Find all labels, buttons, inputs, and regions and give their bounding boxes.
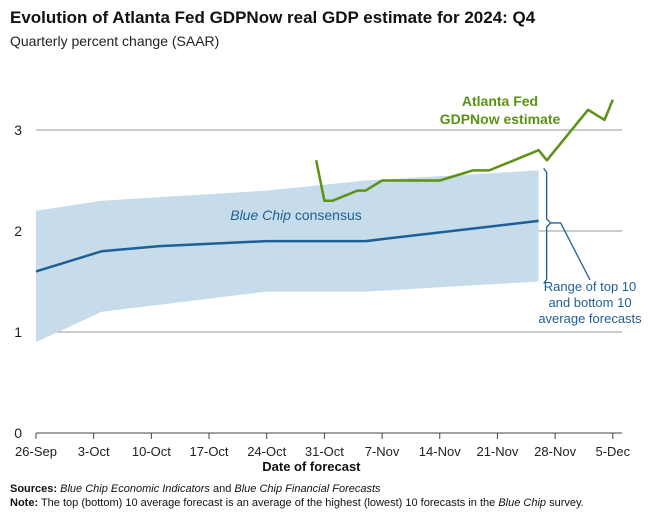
sources-and: and	[209, 483, 235, 495]
x-axis-title: Date of forecast	[262, 459, 361, 474]
x-tick-label: 7-Nov	[365, 444, 400, 459]
range-bracket	[543, 168, 552, 284]
y-tick-label: 2	[14, 223, 22, 239]
y-tick-label: 3	[14, 122, 22, 138]
x-tick-label: 10-Oct	[132, 444, 171, 459]
x-tick-label: 31-Oct	[305, 444, 344, 459]
range-annotation-line: average forecasts	[538, 311, 642, 326]
bluechip-label-italic: Blue Chip	[230, 207, 291, 223]
note-line: Note: The top (bottom) 10 average foreca…	[10, 496, 640, 510]
range-annotation-line: and bottom 10	[548, 295, 631, 310]
x-tick-label: 3-Oct	[78, 444, 110, 459]
x-tick-label: 26-Sep	[15, 444, 57, 459]
annotation-leader-line	[550, 222, 591, 281]
range-band-area	[36, 170, 539, 343]
bluechip-label: Blue Chip consensus	[230, 207, 362, 223]
x-tick-label: 17-Oct	[190, 444, 229, 459]
x-tick-label: 28-Nov	[534, 444, 576, 459]
gdpnow-label-line: Atlanta Fed	[462, 93, 538, 109]
bluechip-label-rest: consensus	[291, 207, 362, 223]
gdp-chart: 0 1 2 3 26-Sep 3-Oct 10-Oct 17-Oct 24-Oct 31-Oct 7…	[14, 93, 642, 474]
chart-labels: Atlanta Fed GDPNow estimate Blue Chip cons…	[230, 93, 642, 326]
y-tick-label: 1	[14, 324, 22, 340]
gdpnow-line	[314, 99, 614, 202]
note-label: Note:	[10, 497, 39, 509]
bluechip-consensus-line	[35, 219, 539, 273]
note-italic: Blue Chip	[498, 497, 547, 509]
y-tick-label: 0	[14, 425, 22, 441]
x-tick-label: 14-Nov	[419, 444, 461, 459]
axes: 0 1 2 3 26-Sep 3-Oct 10-Oct 17-Oct 24-Oct 31-Oct 7…	[14, 122, 630, 474]
range-band	[36, 170, 539, 343]
range-annotation-line: Range of top 10	[544, 279, 637, 294]
sources-label: Sources:	[10, 483, 58, 495]
gdpnow-label-line: GDPNow estimate	[440, 111, 561, 127]
series-lines	[35, 99, 614, 273]
sources-text-2: Blue Chip Financial Forecasts	[234, 483, 381, 495]
sources-text-1: Blue Chip Economic Indicators	[60, 483, 210, 495]
x-tick-label: 24-Oct	[247, 444, 286, 459]
sources-line: Sources: Blue Chip Economic Indicators a…	[10, 482, 640, 496]
note-text-1: The top (bottom) 10 average forecast is …	[38, 497, 499, 509]
chart-footer: Sources: Blue Chip Economic Indicators a…	[10, 482, 640, 510]
x-tick-label: 21-Nov	[476, 444, 518, 459]
chart-subtitle: Quarterly percent change (SAAR)	[10, 33, 220, 49]
x-tick-label: 5-Dec	[595, 444, 630, 459]
note-text-2: survey.	[546, 497, 584, 509]
chart-title: Evolution of Atlanta Fed GDPNow real GDP…	[10, 8, 536, 27]
